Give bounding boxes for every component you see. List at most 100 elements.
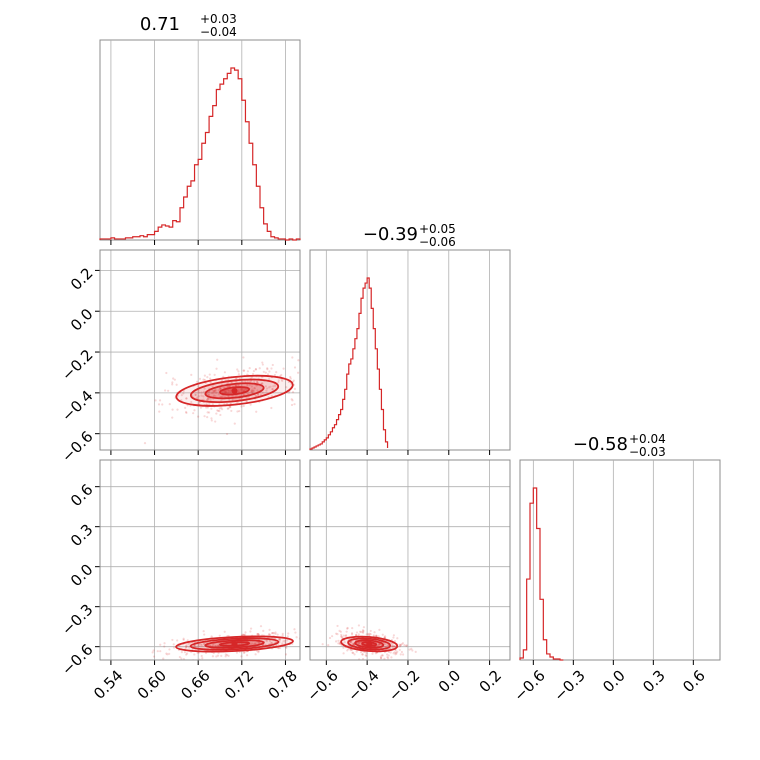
sample-point <box>197 644 200 648</box>
sample-point <box>403 643 406 647</box>
sample-point <box>152 649 155 652</box>
sample-point <box>157 403 161 406</box>
sample-point <box>256 633 259 636</box>
sample-point <box>274 632 277 635</box>
sample-point <box>269 633 272 636</box>
sample-point <box>257 651 260 654</box>
sample-point <box>202 395 205 398</box>
sample-point <box>185 644 188 647</box>
title-param-2: −0.58 +0.04 −0.03 <box>573 432 666 459</box>
sample-point <box>277 381 280 384</box>
sample-point <box>216 644 219 648</box>
sample-point <box>180 657 183 660</box>
panel-frame <box>309 459 511 661</box>
sample-point <box>285 639 288 642</box>
sample-point <box>261 361 264 364</box>
sample-point <box>391 645 394 648</box>
sample-point <box>156 650 159 653</box>
sample-point <box>285 386 288 389</box>
sample-point <box>236 368 239 371</box>
sample-point <box>151 651 154 654</box>
sample-point <box>188 646 191 649</box>
sample-point <box>223 390 226 393</box>
sample-point <box>268 628 271 631</box>
panel-content <box>321 624 417 660</box>
sample-point <box>200 394 203 397</box>
sample-point <box>209 397 212 400</box>
sample-point <box>255 410 258 413</box>
sample-point <box>162 657 165 660</box>
sample-point <box>349 649 352 652</box>
sample-point <box>199 643 202 646</box>
sample-point <box>253 642 257 645</box>
sample-point <box>250 390 253 394</box>
sample-point <box>341 636 344 639</box>
sample-point <box>218 407 221 410</box>
sample-point <box>246 392 249 396</box>
sample-point <box>331 635 334 638</box>
sample-point <box>340 635 343 638</box>
sample-point <box>264 371 267 374</box>
sample-point <box>266 367 269 370</box>
sample-point <box>248 383 251 386</box>
sample-point <box>405 644 408 647</box>
sample-point <box>251 372 255 376</box>
sample-point <box>350 632 354 635</box>
sample-point <box>372 634 375 637</box>
sample-point <box>381 654 384 657</box>
sample-point <box>268 370 271 373</box>
sample-point <box>168 403 171 406</box>
sample-point <box>246 654 249 657</box>
sample-point <box>398 645 401 648</box>
sample-point <box>167 389 170 392</box>
sample-point <box>251 642 254 645</box>
sample-point <box>211 385 214 388</box>
sample-point <box>265 389 268 392</box>
sample-point <box>185 397 188 400</box>
sample-point <box>281 634 284 637</box>
sample-point <box>393 651 396 654</box>
sample-point <box>202 630 205 633</box>
sample-point <box>266 373 270 376</box>
sample-point <box>360 630 363 634</box>
sample-point <box>408 648 411 651</box>
title-2-plus: +0.04 <box>629 432 666 446</box>
sample-point <box>244 387 247 391</box>
sample-point <box>227 385 230 388</box>
sample-point <box>361 630 364 633</box>
sample-point <box>210 392 214 395</box>
sample-point <box>215 391 218 394</box>
sample-point <box>258 641 262 644</box>
sample-point <box>242 633 245 636</box>
scatter-panel-1-2 <box>305 459 511 665</box>
sample-point <box>378 643 381 646</box>
sample-point <box>242 633 245 637</box>
sample-point <box>173 378 176 381</box>
sample-point <box>233 422 236 425</box>
sample-point <box>286 635 289 638</box>
sample-point <box>291 356 294 359</box>
sample-point <box>224 390 228 394</box>
sample-point <box>182 392 185 395</box>
title-1-value: −0.39 <box>363 224 418 245</box>
sample-point <box>390 645 393 648</box>
sample-point <box>335 640 338 643</box>
sample-point <box>227 407 230 410</box>
sample-point <box>342 652 345 655</box>
sample-point <box>261 391 264 394</box>
title-param-1: −0.39 +0.05 −0.06 <box>363 222 456 249</box>
sample-point <box>224 391 227 394</box>
sample-point <box>207 390 211 394</box>
sample-point <box>217 409 220 412</box>
histogram-steps <box>99 67 301 241</box>
sample-point <box>180 399 183 402</box>
histogram-steps <box>519 487 564 661</box>
title-0-value: 0.71 <box>140 14 180 35</box>
sample-point <box>351 642 354 645</box>
sample-point <box>272 385 275 388</box>
sample-point <box>295 636 298 639</box>
sample-point <box>249 627 253 630</box>
sample-point <box>285 646 288 649</box>
sample-point <box>352 643 355 646</box>
